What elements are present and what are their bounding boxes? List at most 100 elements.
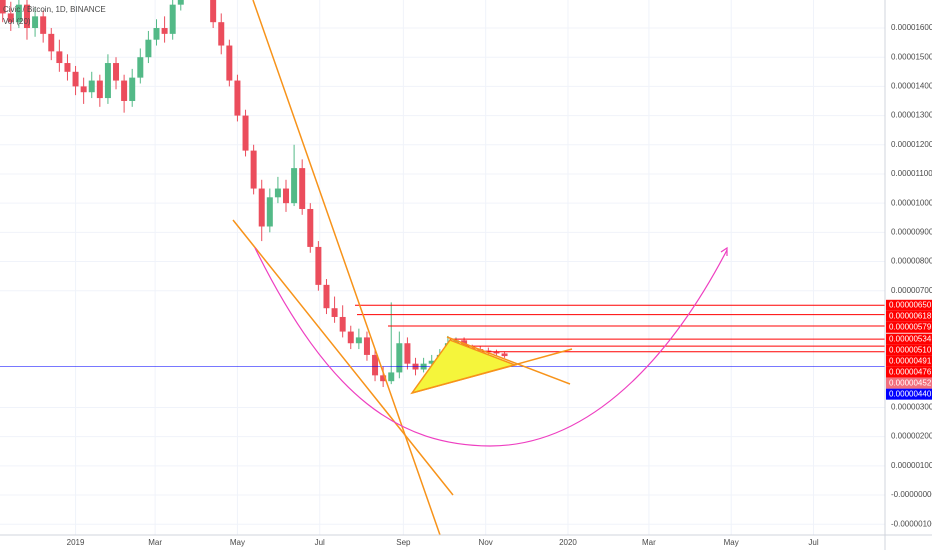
candle-body: [218, 22, 225, 46]
candle-body: [80, 86, 87, 93]
candle-body: [210, 0, 217, 23]
x-tick-label: May: [724, 538, 739, 547]
candle-body: [291, 168, 298, 204]
candle-body: [96, 80, 103, 99]
trend-line: [232, 219, 454, 496]
y-tick-label: 0.00000700: [891, 286, 932, 295]
price-label-box: [886, 355, 932, 367]
y-tick-label: 0.00001200: [891, 140, 932, 149]
candle-body: [153, 28, 160, 40]
price-label: 0.00000491: [889, 356, 932, 365]
price-label: 0.00000510: [889, 345, 932, 354]
trend-line: [411, 348, 573, 394]
price-label-box: [886, 299, 932, 311]
y-tick-label: 0.00000800: [891, 257, 932, 266]
candle-body: [145, 39, 152, 58]
y-tick-label: 0.00000200: [891, 432, 932, 441]
price-label: 0.00000618: [889, 311, 932, 320]
candle-body: [493, 351, 500, 354]
candle-body: [72, 71, 79, 87]
price-label-box: [886, 321, 932, 333]
candle-body: [137, 57, 144, 78]
candles: [0, 0, 508, 388]
price-label-box: [886, 366, 932, 378]
trend-line: [252, 0, 441, 535]
candle-body: [15, 4, 22, 23]
candle-body: [7, 13, 14, 23]
trend-line: [446, 336, 571, 385]
candle-body: [64, 63, 71, 72]
y-tick-label: 0.00001500: [891, 52, 932, 61]
x-tick-label: Mar: [642, 538, 656, 547]
candle-body: [428, 360, 435, 364]
price-label-box: [886, 377, 932, 389]
candle-body: [242, 115, 249, 151]
y-tick-label: 0.00000900: [891, 227, 932, 236]
candle-body: [283, 188, 290, 204]
y-tick-label: 0.00000100: [891, 461, 932, 470]
candle-body: [323, 284, 330, 309]
candle-body: [226, 45, 233, 81]
x-tick-label: Jul: [315, 538, 325, 547]
x-tick-label: 2019: [67, 538, 85, 547]
candle-body: [339, 316, 346, 332]
candle-body: [266, 197, 273, 227]
candle-body: [380, 375, 387, 382]
x-tick-label: Nov: [479, 538, 493, 547]
candle-body: [307, 208, 314, 247]
grid: [0, 0, 885, 535]
y-tick-label: -0.00000000: [891, 490, 932, 499]
y-tick-label: 0.00001000: [891, 198, 932, 207]
price-label-box: [886, 344, 932, 356]
arc-curve: [254, 247, 728, 447]
candle-body: [129, 77, 136, 101]
price-label: 0.00000476: [889, 367, 932, 376]
drawings: [232, 0, 728, 535]
candle-body: [234, 80, 241, 116]
candle-body: [396, 343, 403, 373]
candle-body: [404, 343, 411, 364]
price-label-box: [886, 333, 932, 345]
axes: 0.00001600 0.00001500 0.00001400 0.00001300…: [67, 23, 932, 547]
y-tick-label: -0.00000100: [891, 519, 932, 528]
arrow-head: [720, 246, 728, 256]
y-tick-label: 0.00001100: [891, 169, 932, 178]
price-label: 0.00000452: [889, 378, 932, 387]
candle-body: [0, 0, 6, 14]
candle-body: [274, 188, 281, 198]
candle-body: [40, 16, 47, 34]
price-label: 0.00000440: [889, 389, 932, 398]
candle-body: [501, 353, 508, 357]
candle-body: [355, 337, 362, 344]
x-tick-label: 2020: [559, 538, 577, 547]
candle-body: [169, 4, 176, 34]
y-tick-label: 0.00001300: [891, 111, 932, 120]
candle-body: [331, 308, 338, 317]
price-lines: [0, 304, 885, 367]
x-tick-label: Sep: [396, 538, 411, 547]
price-label: 0.00000579: [889, 322, 932, 331]
candle-body: [258, 188, 265, 227]
y-tick-label: 0.00001600: [891, 23, 932, 32]
candle-body: [388, 372, 395, 382]
candle-body: [347, 331, 354, 344]
candle-body: [23, 4, 30, 29]
candle-body: [177, 0, 184, 5]
price-label-box: [886, 310, 932, 322]
x-tick-label: Jul: [808, 538, 818, 547]
candle-body: [161, 28, 168, 34]
candle-body: [299, 168, 306, 209]
candle-body: [250, 150, 257, 189]
chart-title: Civic / Bitcoin, 1D, BINANCE: [3, 5, 106, 14]
candle-body: [32, 16, 39, 29]
candle-body: [48, 33, 55, 52]
price-label: 0.00000650: [889, 300, 932, 309]
x-tick-label: Mar: [148, 538, 162, 547]
volume-label: Vol (20): [3, 17, 31, 26]
candle-body: [315, 246, 322, 285]
candle-body: [56, 51, 63, 64]
candle-body: [372, 354, 379, 376]
price-label-box: [886, 388, 932, 400]
